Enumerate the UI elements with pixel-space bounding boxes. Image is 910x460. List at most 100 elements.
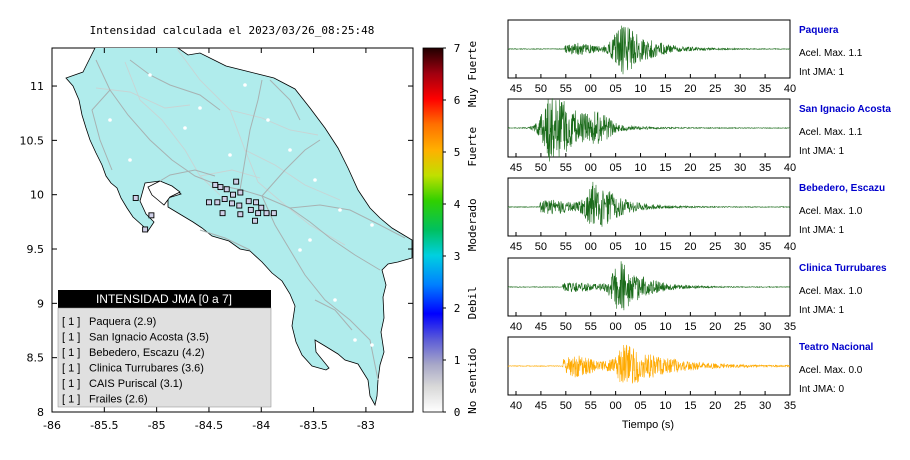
station-marker[interactable]: [270, 210, 277, 217]
waveform-tick-label: 25: [709, 241, 721, 253]
waveform-tick-label: 10: [659, 321, 671, 333]
station-marker[interactable]: [230, 191, 236, 198]
waveform-tick-label: 50: [560, 400, 572, 412]
map-y-tick-label: 10: [30, 189, 44, 202]
waveform-tick-label: 55: [560, 83, 572, 95]
map-y-tick-label: 10.5: [20, 134, 45, 147]
station-marker[interactable]: [219, 210, 226, 217]
station-marker[interactable]: [263, 210, 270, 217]
waveform-panel: 45 50 55 00 05 10 15 20 25 30 35 40 San Ignacio Acos…: [507, 98, 891, 174]
station-marker[interactable]: [212, 181, 219, 188]
waveform-tick-label: 05: [610, 241, 622, 253]
colorbar-tick-label: 2: [454, 302, 461, 315]
colorbar-tick-label: 5: [454, 146, 461, 159]
intensity-legend: INTENSIDAD JMA [0 a 7] [ 1 ] Paquera (2.9…: [57, 290, 272, 408]
station-markers: [132, 178, 277, 233]
waveform-tick-label: 45: [510, 162, 522, 174]
map-panel: Intensidad calculada el 2023/03/26_08:25…: [20, 24, 414, 432]
colorbar-gradient: [422, 47, 444, 413]
waveform-tick-label: 15: [684, 321, 696, 333]
colorbar-tick-label: 6: [454, 94, 461, 107]
waveform-tick-label: 50: [535, 241, 547, 253]
station-marker[interactable]: [253, 199, 259, 206]
costa-rica-landmass: [65, 48, 413, 407]
legend-item-label: CAIS Puriscal (3.1): [89, 378, 183, 390]
station-marker[interactable]: [233, 178, 240, 185]
map-title: Intensidad calculada el 2023/03/26_08:25…: [90, 24, 375, 37]
waveform-tick-label: 45: [535, 321, 547, 333]
colorbar-category-labels: No sentido Debil Moderado Fuerte Muy Fuerte: [466, 41, 479, 414]
waveform-tick-label: 35: [759, 83, 771, 95]
legend-item-label: Bebedero, Escazu (4.2): [89, 347, 205, 359]
legend-item-label: San Ignacio Acosta (3.5): [89, 332, 209, 344]
station-marker[interactable]: [252, 217, 258, 224]
map-x-tick-label: -85: [148, 419, 166, 432]
waveform-tick-label: 30: [734, 241, 746, 253]
waveform-tick-label: 55: [585, 321, 597, 333]
station-marker[interactable]: [237, 189, 244, 196]
station-marker[interactable]: [223, 186, 230, 193]
waveform-station-name: San Ignacio Acosta: [799, 104, 891, 115]
waveform-tick-label: 35: [784, 400, 796, 412]
province-boundaries: [95, 48, 346, 246]
station-marker[interactable]: [132, 194, 139, 201]
waveform-tick-label: 20: [684, 83, 696, 95]
map-y-tick-label: 9.5: [27, 243, 45, 256]
map-y-tick-label: 11: [30, 80, 44, 93]
waveform-tick-label: 05: [610, 162, 622, 174]
colorbar-category-label: No sentido: [466, 348, 479, 414]
colorbar-tick-label: 4: [454, 198, 461, 211]
station-marker[interactable]: [142, 226, 149, 233]
colorbar-tick-label: 1: [454, 354, 461, 367]
waveform-tick-label: 00: [585, 241, 597, 253]
waveform-tick-label: 10: [634, 83, 646, 95]
colorbar-category-label: Debil: [466, 286, 479, 319]
waveform-tick-label: 55: [560, 162, 572, 174]
station-marker[interactable]: [236, 202, 243, 209]
waveform-tick-label: 25: [709, 83, 721, 95]
station-marker[interactable]: [206, 199, 212, 206]
station-marker[interactable]: [221, 196, 228, 202]
station-marker[interactable]: [247, 206, 254, 213]
waveform-int-jma: Int JMA: 1: [799, 67, 844, 78]
station-marker[interactable]: [148, 212, 155, 219]
waveform-tick-label: 00: [585, 162, 597, 174]
waveform-tick-label: 00: [585, 83, 597, 95]
waveform-panel: 40 45 50 55 00 05 10 15 20 25 30 35 Clinica Turrubar…: [507, 257, 887, 333]
waveform-tick-label: 15: [659, 241, 671, 253]
waveform-int-jma: Int JMA: 1: [799, 305, 844, 316]
station-marker[interactable]: [255, 210, 262, 217]
map-axes: -86 -85.5 -85 -84.5 -84 -83.5 -83 8 8.5 9 9.5 10 10.…: [20, 48, 413, 432]
colorbar: 0 1 2 3 4 5 6 7 No sentido Debil Moderado Fuerte Mu…: [422, 41, 479, 419]
map-x-tick-label: -83.5: [299, 419, 327, 432]
colorbar-ticks: 0 1 2 3 4 5 6 7: [443, 42, 461, 419]
station-marker[interactable]: [237, 211, 244, 218]
map-x-tick-label: -83: [357, 419, 375, 432]
station-marker[interactable]: [214, 199, 221, 206]
colorbar-tick-label: 0: [454, 406, 461, 419]
waveform-int-jma: Int JMA: 1: [799, 146, 844, 157]
station-marker[interactable]: [217, 184, 224, 191]
waveform-trace: [507, 181, 791, 227]
waveform-station-name: Clinica Turrubares: [799, 263, 887, 274]
station-marker[interactable]: [245, 198, 252, 205]
waveform-tick-label: 45: [535, 400, 547, 412]
waveform-tick-label: 15: [659, 83, 671, 95]
waveform-tick-label: 50: [560, 321, 572, 333]
waveform-int-jma: Int JMA: 1: [799, 225, 844, 236]
map-x-tick-label: -84.5: [195, 419, 223, 432]
waveform-tick-label: 15: [659, 162, 671, 174]
waveform-tick-label: 25: [734, 400, 746, 412]
waveform-tick-label: 40: [510, 400, 522, 412]
waveform-tick-label: 30: [734, 83, 746, 95]
waveform-tick-label: 30: [759, 400, 771, 412]
waveform-station-name: Paquera: [799, 25, 839, 36]
waveform-tick-label: 55: [560, 241, 572, 253]
waveform-tick-label: 40: [784, 83, 796, 95]
station-marker[interactable]: [258, 204, 265, 211]
city-markers: [108, 73, 374, 347]
waveform-trace: [507, 25, 791, 75]
station-marker[interactable]: [229, 200, 235, 207]
road-network: [91, 59, 406, 381]
waveform-tick-label: 40: [510, 321, 522, 333]
